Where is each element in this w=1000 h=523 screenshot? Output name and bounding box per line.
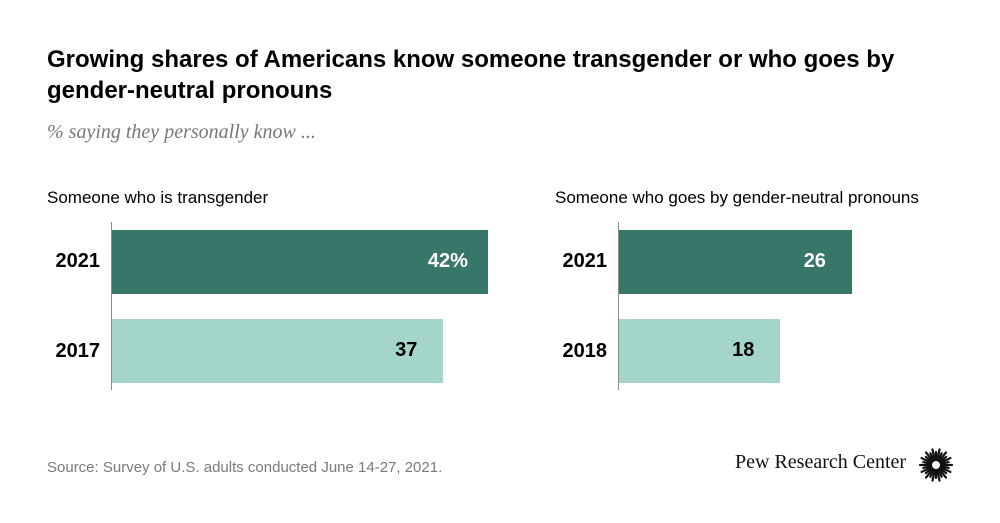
bar-label-transgender-2017: 37 [395, 339, 418, 361]
bar-label-gender-neutral-2018: 18 [732, 339, 755, 361]
bar-transgender-2021 [112, 230, 488, 294]
brand-name: Pew Research Center [735, 451, 907, 473]
year-label-transgender-2017: 2017 [55, 340, 101, 362]
year-label-transgender-2021: 2021 [55, 250, 101, 272]
bar-gender-neutral-2018 [619, 319, 781, 383]
year-label-gender-neutral-2018: 2018 [562, 340, 608, 362]
panel-title-transgender: Someone who is transgender [47, 188, 269, 207]
bar-label-gender-neutral-2021: 26 [803, 250, 826, 272]
chart-title: Growing shares of Americans know someone… [47, 46, 895, 104]
panel-title-gender-neutral: Someone who goes by gender-neutral prono… [555, 188, 919, 207]
axis-line-gender-neutral [618, 222, 619, 390]
bar-label-transgender-2021: 42% [427, 250, 468, 272]
source-note: Source: Survey of U.S. adults conducted … [47, 459, 443, 476]
chart-subtitle: % saying they personally know ... [47, 121, 316, 143]
bar-gender-neutral-2021 [619, 230, 852, 294]
year-label-gender-neutral-2021: 2021 [562, 250, 608, 272]
bar-transgender-2017 [112, 319, 444, 383]
pew-logo-icon [918, 447, 954, 488]
axis-line-transgender [111, 222, 112, 390]
